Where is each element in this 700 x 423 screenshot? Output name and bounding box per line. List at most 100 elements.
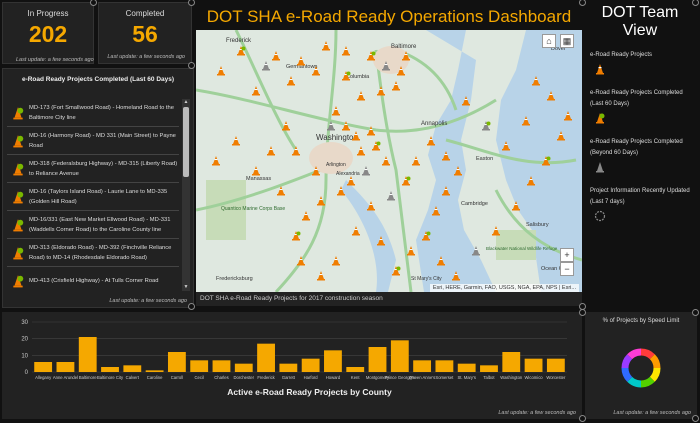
bar-calvert[interactable]	[123, 365, 142, 372]
project-cone-marker[interactable]	[217, 66, 225, 76]
project-cone-marker[interactable]	[392, 266, 401, 276]
project-cone-marker[interactable]	[357, 91, 365, 101]
bar-somerset[interactable]	[435, 360, 454, 372]
project-cone-marker[interactable]	[277, 186, 285, 196]
project-cone-marker[interactable]	[564, 111, 572, 121]
project-cone-marker[interactable]	[252, 86, 260, 96]
project-cone-marker[interactable]	[302, 211, 310, 221]
project-cone-marker[interactable]	[362, 166, 370, 176]
donut-slice[interactable]	[621, 354, 633, 369]
project-cone-marker[interactable]	[297, 56, 305, 66]
bar-baltimore[interactable]	[78, 337, 97, 372]
project-cone-marker[interactable]	[462, 96, 470, 106]
project-cone-marker[interactable]	[412, 156, 420, 166]
bar-dorchester[interactable]	[234, 363, 253, 372]
donut-slice[interactable]	[649, 354, 661, 369]
project-cone-marker[interactable]	[522, 116, 530, 126]
list-item[interactable]: MD-313 (Eldorado Road) - MD-392 (Finchvi…	[7, 239, 179, 267]
scroll-up-icon[interactable]: ▲	[183, 99, 189, 105]
resize-handle[interactable]	[579, 415, 586, 422]
bar-allegany[interactable]	[34, 362, 53, 372]
project-cone-marker[interactable]	[502, 141, 510, 151]
project-cone-marker[interactable]	[387, 191, 395, 201]
project-cone-marker[interactable]	[397, 66, 405, 76]
donut-slice[interactable]	[640, 376, 655, 388]
map-canvas[interactable]: Washington Baltimore Annapolis Frederick…	[196, 30, 582, 292]
resize-handle[interactable]	[579, 0, 586, 6]
project-cone-marker[interactable]	[292, 231, 301, 241]
project-cone-marker[interactable]	[287, 76, 295, 86]
project-cone-marker[interactable]	[267, 146, 275, 156]
project-cone-marker[interactable]	[347, 176, 355, 186]
donut-slice[interactable]	[627, 376, 642, 388]
project-cone-marker[interactable]	[317, 271, 325, 281]
bar-queen-anne-s[interactable]	[413, 360, 432, 372]
bar-talbot[interactable]	[480, 365, 498, 372]
bar-baltimore-city[interactable]	[101, 367, 119, 372]
basemap-toggle-button[interactable]: ▦	[560, 34, 574, 48]
bar-howard[interactable]	[324, 350, 342, 372]
project-cone-marker[interactable]	[427, 136, 435, 146]
project-cone-marker[interactable]	[262, 61, 270, 71]
bar-carroll[interactable]	[167, 352, 186, 372]
project-cone-marker[interactable]	[372, 141, 381, 151]
project-cone-marker[interactable]	[327, 121, 335, 131]
project-cone-marker[interactable]	[454, 166, 462, 176]
project-cone-marker[interactable]	[342, 46, 350, 56]
project-cone-marker[interactable]	[367, 51, 376, 61]
bar-kent[interactable]	[346, 367, 365, 372]
bar-charles[interactable]	[212, 360, 231, 372]
project-cone-marker[interactable]	[402, 176, 411, 186]
list-item[interactable]: MD-173 (Fort Smallwood Road) - Homeland …	[7, 99, 179, 127]
bar-cecil[interactable]	[190, 360, 209, 372]
project-cone-marker[interactable]	[232, 136, 240, 146]
project-cone-marker[interactable]	[547, 91, 555, 101]
bar-worcester[interactable]	[546, 358, 565, 372]
project-map[interactable]: Washington Baltimore Annapolis Frederick…	[196, 30, 582, 292]
project-cone-marker[interactable]	[252, 166, 260, 176]
project-cone-marker[interactable]	[317, 196, 325, 206]
resize-handle[interactable]	[188, 0, 195, 6]
resize-handle[interactable]	[188, 303, 195, 310]
donut-slice[interactable]	[621, 367, 633, 382]
project-cone-marker[interactable]	[377, 236, 385, 246]
list-item[interactable]: MD-318 (Federalsburg Highway) - MD-315 (…	[7, 155, 179, 183]
project-cone-marker[interactable]	[442, 186, 450, 196]
project-cone-marker[interactable]	[407, 246, 415, 256]
bar-garrett[interactable]	[279, 363, 298, 372]
list-item[interactable]: MD-16/331 (East New Market Ellwood Road)…	[7, 211, 179, 239]
project-cone-marker[interactable]	[557, 131, 565, 141]
project-cone-marker[interactable]	[282, 121, 290, 131]
resize-handle[interactable]	[692, 415, 699, 422]
project-cone-marker[interactable]	[532, 76, 540, 86]
project-cone-marker[interactable]	[337, 186, 345, 196]
project-cone-marker[interactable]	[237, 46, 246, 56]
resize-handle[interactable]	[579, 309, 586, 316]
project-cone-marker[interactable]	[402, 51, 410, 61]
project-cone-marker[interactable]	[297, 256, 305, 266]
project-cone-marker[interactable]	[482, 121, 491, 131]
bar-washington[interactable]	[502, 352, 521, 372]
project-cone-marker[interactable]	[352, 226, 360, 236]
project-cone-marker[interactable]	[437, 256, 445, 266]
list-item[interactable]: MD-16 (Harmony Road) - MD 331 (Main Stre…	[7, 127, 179, 155]
project-cone-marker[interactable]	[442, 151, 450, 161]
project-cone-marker[interactable]	[342, 121, 350, 131]
project-cone-marker[interactable]	[472, 246, 480, 256]
zoom-out-button[interactable]: −	[560, 262, 574, 276]
resize-handle[interactable]	[188, 62, 195, 69]
list-item[interactable]: MD-413 (Crisfield Highway) - At Tulls Co…	[7, 267, 179, 291]
resize-handle[interactable]	[692, 0, 699, 6]
project-cone-marker[interactable]	[542, 156, 551, 166]
scroll-thumb[interactable]	[183, 107, 189, 177]
scroll-down-icon[interactable]: ▼	[183, 284, 189, 290]
project-cone-marker[interactable]	[367, 201, 375, 211]
project-cone-marker[interactable]	[322, 41, 330, 51]
resize-handle[interactable]	[90, 0, 97, 6]
donut-slice[interactable]	[649, 367, 661, 382]
bar-montgomery[interactable]	[368, 347, 387, 372]
bar-st-mary-s[interactable]	[457, 363, 476, 372]
donut-slice[interactable]	[627, 348, 642, 360]
project-cone-marker[interactable]	[512, 201, 520, 211]
bar-frederick[interactable]	[257, 343, 275, 372]
